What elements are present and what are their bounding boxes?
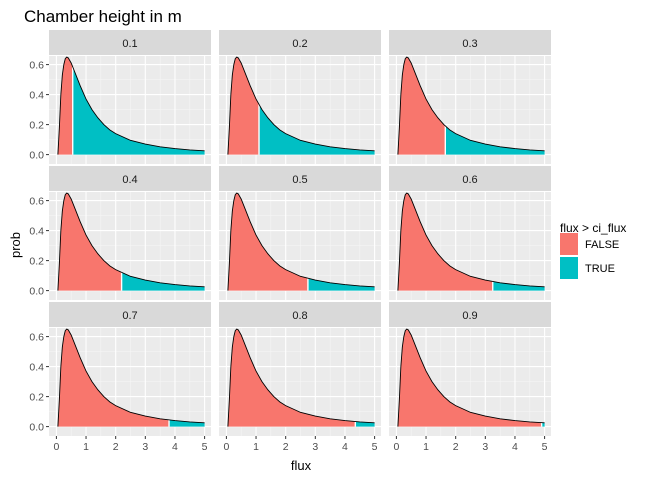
x-tick-label: 5 — [542, 441, 548, 453]
x-tick-label: 1 — [423, 441, 429, 453]
area-true — [72, 66, 205, 155]
area-true — [445, 125, 545, 155]
facet-panel: 0.9 0 1 2 3 4 5 — [389, 302, 551, 453]
legend-key-false — [560, 233, 578, 255]
x-tick-label: 1 — [253, 441, 259, 453]
x-tick-label: 5 — [202, 441, 208, 453]
facet-strip — [389, 30, 551, 55]
y-tick-label: 0.6 — [29, 332, 44, 344]
x-tick-label: 2 — [283, 441, 289, 453]
y-tick-label: 0.0 — [29, 286, 44, 298]
x-tick-label: 4 — [342, 441, 348, 453]
y-tick-label: 0.0 — [29, 150, 44, 162]
legend-key-true — [560, 257, 578, 279]
x-tick-label: 3 — [142, 441, 148, 453]
x-tick-label: 3 — [312, 441, 318, 453]
x-tick-label: 3 — [482, 441, 488, 453]
density-curve — [227, 328, 375, 427]
facet-strip-label: 0.3 — [462, 38, 477, 50]
facet-strip-label: 0.1 — [122, 38, 137, 50]
y-tick-label: 0.4 — [29, 90, 44, 102]
area-false — [397, 57, 446, 155]
density-curve — [57, 192, 205, 291]
x-tick-label: 4 — [172, 441, 178, 453]
x-tick-label: 0 — [53, 441, 59, 453]
area-true — [541, 422, 545, 427]
x-tick-label: 2 — [113, 441, 119, 453]
facet-panel: 0.2 — [219, 30, 381, 164]
facet-panel: 0.3 — [389, 30, 551, 164]
facet-panel: 0.1 0.0 0.2 0.4 0.6 — [29, 30, 211, 164]
facet-panels: 0.1 0.0 0.2 0.4 0.6 0.2 0.3 0.4 0.0 0.2 0.4 0.6 0.5 0… — [29, 30, 551, 453]
facet-strip — [219, 302, 381, 327]
x-tick-label: 4 — [512, 441, 518, 453]
facet-strip — [389, 302, 551, 327]
legend: flux > ci_flux FALSE TRUE — [560, 221, 626, 279]
facet-strip — [49, 302, 211, 327]
y-tick-label: 0.4 — [29, 226, 44, 238]
y-tick-label: 0.6 — [29, 196, 44, 208]
facet-strip-label: 0.7 — [122, 310, 137, 322]
density-curve — [397, 328, 545, 427]
density-curve — [397, 192, 545, 291]
facet-strip-label: 0.5 — [292, 174, 307, 186]
density-curve — [227, 192, 375, 291]
facet-panel: 0.7 0.0 0.2 0.4 0.6 0 1 2 3 4 5 — [29, 302, 211, 453]
y-tick-label: 0.2 — [29, 392, 44, 404]
facet-strip-label: 0.9 — [462, 310, 477, 322]
area-true — [169, 419, 205, 427]
y-tick-label: 0.0 — [29, 422, 44, 434]
area-true — [121, 272, 205, 291]
gridlines — [219, 192, 381, 300]
x-tick-label: 2 — [453, 441, 459, 453]
area-true — [259, 104, 375, 155]
facet-strip — [389, 166, 551, 191]
area-false — [227, 57, 260, 155]
y-tick-label: 0.4 — [29, 362, 44, 374]
y-axis-title: prob — [8, 232, 23, 258]
x-tick-label: 1 — [83, 441, 89, 453]
facet-panel: 0.5 — [219, 166, 381, 300]
y-tick-label: 0.2 — [29, 256, 44, 268]
facet-strip-label: 0.8 — [292, 310, 307, 322]
density-curve — [397, 56, 545, 155]
facet-strip-label: 0.4 — [122, 174, 137, 186]
area-false — [227, 193, 308, 291]
area-false — [57, 57, 73, 155]
chart-title: Chamber height in m — [24, 7, 182, 26]
facet-strip-label: 0.6 — [462, 174, 477, 186]
x-axis-title: flux — [291, 458, 312, 473]
area-false — [397, 193, 493, 291]
y-tick-label: 0.2 — [29, 120, 44, 132]
area-false — [397, 329, 542, 427]
area-false — [227, 329, 356, 427]
legend-title: flux > ci_flux — [560, 221, 626, 235]
area-false — [57, 329, 170, 427]
density-curve — [227, 56, 375, 155]
facet-strip — [219, 30, 381, 55]
x-tick-label: 0 — [223, 441, 229, 453]
facet-strip — [219, 166, 381, 191]
facet-panel: 0.8 0 1 2 3 4 5 — [219, 302, 381, 453]
density-curve — [57, 328, 205, 427]
x-tick-label: 5 — [372, 441, 378, 453]
legend-label-false: FALSE — [585, 239, 619, 251]
facet-strip — [49, 30, 211, 55]
x-tick-label: 0 — [393, 441, 399, 453]
facet-strip-label: 0.2 — [292, 38, 307, 50]
density-curve — [57, 56, 205, 155]
legend-label-true: TRUE — [585, 263, 615, 275]
y-tick-label: 0.6 — [29, 60, 44, 72]
facet-panel: 0.6 — [389, 166, 551, 300]
facet-panel: 0.4 0.0 0.2 0.4 0.6 — [29, 166, 211, 300]
facet-strip — [49, 166, 211, 191]
